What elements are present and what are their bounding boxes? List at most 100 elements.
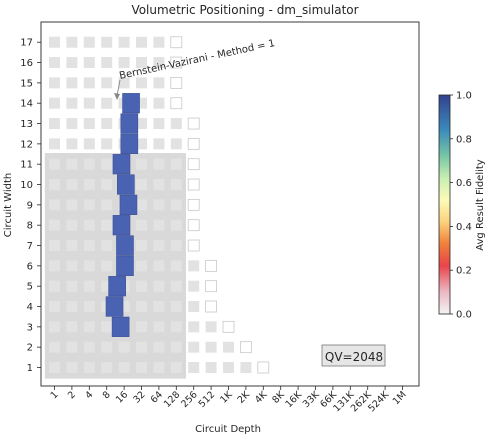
grid-cell xyxy=(101,240,113,252)
grid-cell xyxy=(49,57,60,69)
grid-cell xyxy=(188,280,200,292)
result-point xyxy=(116,255,134,276)
grid-cell xyxy=(83,341,95,353)
grid-cell xyxy=(222,320,235,333)
grid-cell xyxy=(153,240,165,252)
colorbar-tick-label: 0.8 xyxy=(456,134,472,145)
grid-cell xyxy=(101,57,113,69)
grid-cell xyxy=(83,158,95,170)
grid-cell xyxy=(136,321,147,333)
x-tick-label: 8 xyxy=(101,389,113,401)
grid-cell xyxy=(101,158,113,170)
colorbar-ticks-layer: 0.0 0.2 0.4 0.6 0.8 1.0 xyxy=(450,91,472,321)
grid-cell xyxy=(49,118,60,130)
y-tick-label: 14 xyxy=(20,99,33,110)
grid-cell xyxy=(101,138,113,150)
x-tick-label: 128 xyxy=(162,389,183,410)
result-point xyxy=(120,113,139,134)
result-point xyxy=(122,93,140,114)
x-axis-label: Circuit Depth xyxy=(195,424,261,435)
colorbar-tick-label: 0.4 xyxy=(456,222,472,233)
grid-cell xyxy=(170,56,183,69)
grid-cell xyxy=(83,118,95,130)
grid-cell xyxy=(66,280,78,292)
grid-cell xyxy=(83,57,95,69)
grid-cell xyxy=(136,138,147,150)
grid-cell xyxy=(66,179,78,191)
grid-cell xyxy=(153,138,165,150)
y-tick-label: 11 xyxy=(20,160,33,171)
grid-cell xyxy=(153,341,165,353)
x-tick-label: 33K xyxy=(301,389,322,410)
grid-cell xyxy=(49,280,60,292)
y-tick-label: 3 xyxy=(27,322,33,333)
grid-cell xyxy=(66,118,78,130)
grid-cell xyxy=(118,301,130,313)
annotation-arrow-head xyxy=(114,93,120,100)
result-point xyxy=(108,276,126,297)
colorbar-tick-label: 0.6 xyxy=(456,178,472,189)
x-tick-label: 1K xyxy=(218,389,235,406)
x-tick-label: 2 xyxy=(66,389,78,401)
grid-cell xyxy=(188,362,200,373)
grid-cell xyxy=(49,219,60,231)
grid-cell xyxy=(101,341,113,353)
grid-cell xyxy=(170,118,182,130)
grid-cell xyxy=(153,219,165,231)
grid-cell xyxy=(205,362,217,373)
grid-cell xyxy=(49,341,60,353)
grid-cell xyxy=(66,36,78,48)
x-tick-label: 4 xyxy=(83,389,95,401)
result-point xyxy=(116,235,134,256)
grid-cell xyxy=(136,341,147,353)
grid-cell xyxy=(66,158,78,170)
y-tick-label: 6 xyxy=(27,261,33,272)
grid-cell xyxy=(136,97,147,109)
colorbar-gradient xyxy=(438,94,451,315)
grid-cell xyxy=(187,137,200,150)
grid-cell xyxy=(101,321,113,333)
grid-cell xyxy=(66,97,78,109)
grid-cell xyxy=(83,179,95,191)
grid-cell xyxy=(136,77,147,89)
y-axis-label: Circuit Width xyxy=(3,173,14,237)
result-points-layer xyxy=(105,93,140,337)
grid-cell xyxy=(170,158,182,170)
grid-cell xyxy=(187,239,200,252)
result-point xyxy=(117,174,135,195)
grid-cell xyxy=(66,240,78,252)
grid-cell xyxy=(66,138,78,150)
grid-cell xyxy=(136,280,147,292)
grid-cell xyxy=(66,321,78,333)
grid-cell xyxy=(205,259,218,272)
grid-cell xyxy=(257,361,270,374)
grid-cell xyxy=(205,280,218,293)
colorbar-label: Avg Result Fidelity xyxy=(475,159,486,251)
grid-cell xyxy=(49,301,60,313)
grid-cell xyxy=(101,260,113,272)
y-tick-label: 9 xyxy=(27,200,33,211)
grid-cell xyxy=(101,179,113,191)
grid-cell xyxy=(66,77,78,89)
grid-cell xyxy=(66,260,78,272)
grid-cell xyxy=(49,158,60,170)
grid-cell xyxy=(187,117,200,130)
grid-cell xyxy=(66,57,78,69)
grid-cell xyxy=(49,36,60,48)
grid-cell xyxy=(136,118,147,130)
grid-cell xyxy=(136,219,147,231)
x-tick-label: 256 xyxy=(179,389,200,410)
result-point xyxy=(111,316,130,337)
grid-cell xyxy=(170,280,182,292)
grid-cell xyxy=(205,321,217,333)
y-tick-label: 4 xyxy=(27,302,33,313)
grid-cell xyxy=(49,138,60,150)
grid-cell xyxy=(101,36,113,48)
grid-cell xyxy=(187,158,200,171)
grid-cell xyxy=(101,97,113,109)
qv-badge: QV=2048 xyxy=(321,344,386,367)
grid-cell xyxy=(83,219,95,231)
grid-cell xyxy=(83,199,95,211)
grid-cell xyxy=(187,219,200,232)
